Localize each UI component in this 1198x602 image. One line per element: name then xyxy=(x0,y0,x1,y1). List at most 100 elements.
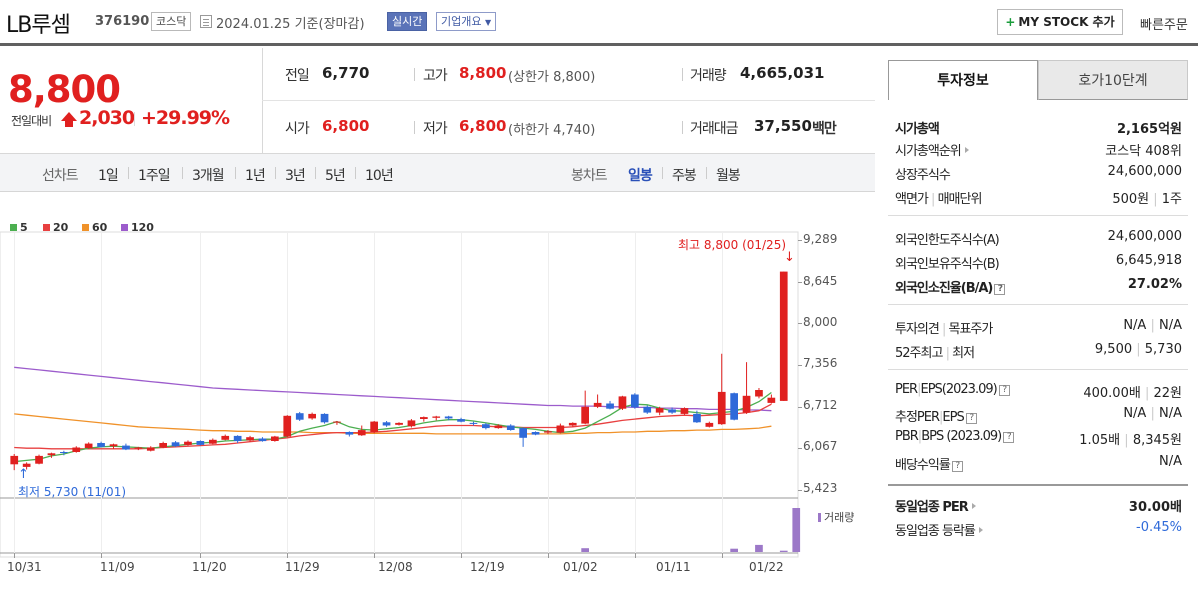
row-key: 배당수익률? xyxy=(895,454,963,473)
divider xyxy=(262,100,875,101)
candle-body xyxy=(382,422,391,426)
prev-close-value: 6,770 xyxy=(322,64,370,82)
value-text: 22원 xyxy=(1153,386,1182,401)
quick-order-link[interactable]: 빠른주문 xyxy=(1140,18,1188,33)
volume-bar xyxy=(730,548,738,552)
row-market-cap: 시가총액 2,165억원 xyxy=(895,118,1182,140)
separator: | xyxy=(917,382,922,397)
period-5y[interactable]: 5년 xyxy=(325,168,346,184)
candle-body xyxy=(320,413,329,423)
key-text: 동일업종 등락률 xyxy=(895,524,976,539)
row-key: 동일업종 등락률 xyxy=(895,520,983,539)
legend-swatch xyxy=(43,224,50,231)
candle-body xyxy=(271,436,279,441)
candle-body xyxy=(171,442,180,447)
divider xyxy=(888,304,1188,305)
x-tick-label: 01/02 xyxy=(563,560,598,574)
period-10y[interactable]: 10년 xyxy=(365,168,394,184)
volume-bar xyxy=(792,508,801,552)
key-text: 투자의견 xyxy=(895,322,940,337)
period-1w[interactable]: 1주일 xyxy=(138,168,171,184)
candle-body xyxy=(333,421,341,423)
row-sector-change[interactable]: 동일업종 등락률 -0.45% xyxy=(895,520,1182,542)
help-icon[interactable]: ? xyxy=(998,385,1010,396)
period-1y[interactable]: 1년 xyxy=(245,168,266,184)
row-value: -0.45% xyxy=(1136,520,1182,535)
divider xyxy=(414,121,415,134)
tab-investment-info[interactable]: 투자정보 xyxy=(888,60,1038,100)
row-market-cap-rank[interactable]: 시가총액순위 코스닥 408위 xyxy=(895,140,1182,162)
row-value: 6,645,918 xyxy=(1115,253,1182,268)
value-text: N/A xyxy=(1123,318,1147,333)
up-arrow-icon: ↑ xyxy=(18,467,29,482)
value-text: N/A xyxy=(1123,406,1147,421)
up-arrow-icon xyxy=(61,112,77,127)
help-icon[interactable]: ? xyxy=(965,413,977,424)
candle-body xyxy=(283,415,292,437)
market-badge: 코스닥 xyxy=(151,12,192,31)
divider xyxy=(128,167,129,179)
key-text: 추정PER xyxy=(895,410,940,425)
period-daily[interactable]: 일봉 xyxy=(628,168,653,184)
candle-body xyxy=(35,455,43,464)
help-icon[interactable]: ? xyxy=(994,284,1006,295)
divider xyxy=(706,167,707,179)
candle-body xyxy=(97,443,105,447)
candle-body xyxy=(544,431,552,433)
help-icon[interactable]: ? xyxy=(1003,432,1015,443)
value-text: 9,500 xyxy=(1094,342,1133,357)
low-annotation: 최저 5,730 (11/01) xyxy=(18,485,127,499)
candle-body xyxy=(146,447,155,451)
low-value: 6,800 xyxy=(459,117,507,135)
company-info-dropdown[interactable]: 기업개요 ▼ xyxy=(436,12,497,31)
key-text: 액면가 xyxy=(895,192,929,207)
legend-swatch xyxy=(82,224,89,231)
row-foreign-limit: 외국인한도주식수(A) 24,600,000 xyxy=(895,229,1182,251)
date-suffix: 기준(장마감) xyxy=(294,17,365,32)
row-shares: 상장주식수 24,600,000 xyxy=(895,164,1182,186)
row-key: 투자의견 | 목표주가 xyxy=(895,318,993,337)
candle-body xyxy=(295,413,304,420)
candle-body xyxy=(457,419,465,422)
divider xyxy=(235,167,236,179)
value-text: 1.05배 xyxy=(1079,433,1121,448)
candle-body xyxy=(258,438,267,442)
candle-body xyxy=(755,390,763,397)
candle-body xyxy=(618,396,627,409)
volume-bar xyxy=(779,550,788,552)
row-key: 동일업종 PER xyxy=(895,496,976,515)
candle-body xyxy=(72,447,81,452)
row-sector-per[interactable]: 동일업종 PER 30.00배 xyxy=(895,496,1182,518)
period-weekly[interactable]: 주봉 xyxy=(672,168,697,184)
key-text: PER xyxy=(895,382,918,397)
key-text: BPS (2023.09) xyxy=(921,429,1002,444)
add-mystock-button[interactable]: + MY STOCK 추가 xyxy=(997,9,1123,35)
candle-body xyxy=(494,425,503,429)
price-chart[interactable]: 5 20 60 120 9,289 8,645 8,000 7,356 6,71… xyxy=(0,192,875,602)
chart-period-bar: 선차트 1일 1주일 3개월 1년 3년 5년 10년 봉차트 일봉 주봉 월봉 xyxy=(0,154,875,192)
lower-limit-note: (하한가 4,740) xyxy=(508,123,596,138)
stock-code: 376190 xyxy=(95,14,150,29)
high-label: 고가 xyxy=(423,68,448,84)
period-1d[interactable]: 1일 xyxy=(98,168,119,184)
chevron-down-icon: ▼ xyxy=(484,18,492,27)
divider xyxy=(888,484,1188,486)
y-tick-label: 8,645 xyxy=(803,274,838,288)
candle-body xyxy=(370,421,378,432)
separator: | xyxy=(1153,192,1158,207)
row-key: 상장주식수 xyxy=(895,168,951,183)
plot-frame xyxy=(0,231,799,558)
separator: | xyxy=(1144,386,1150,401)
realtime-button[interactable]: 실시간 xyxy=(387,12,428,31)
row-key: 시가총액 xyxy=(895,122,940,137)
tab-orderbook[interactable]: 호가10단계 xyxy=(1038,60,1188,100)
row-value: N/A | N/A xyxy=(1123,318,1182,333)
row-value: 27.02% xyxy=(1127,277,1182,292)
period-3y[interactable]: 3년 xyxy=(285,168,306,184)
period-3m[interactable]: 3개월 xyxy=(192,168,225,184)
period-monthly[interactable]: 월봉 xyxy=(716,168,741,184)
candle-body xyxy=(531,432,540,435)
x-tick-label: 12/19 xyxy=(470,560,505,574)
change-value: 2,030 xyxy=(79,107,135,129)
help-icon[interactable]: ? xyxy=(951,461,963,472)
